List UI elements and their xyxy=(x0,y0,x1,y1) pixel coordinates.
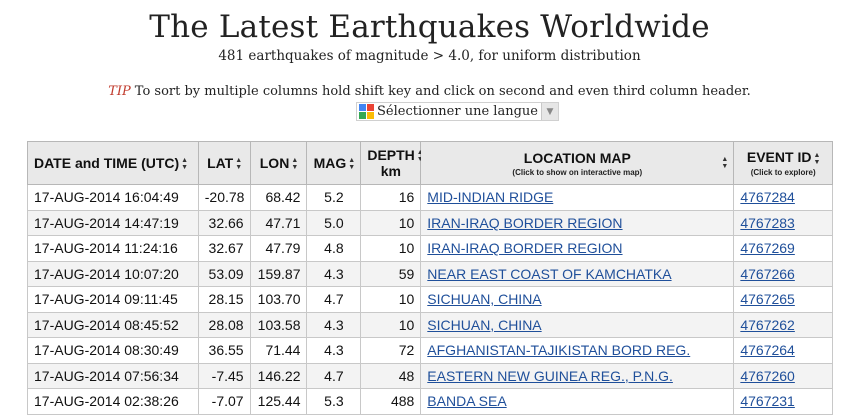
table-row: 17-AUG-2014 16:04:49 -20.78 68.42 5.2 16… xyxy=(27,184,833,211)
table-row: 17-AUG-2014 02:38:26 -7.07 125.44 5.3 48… xyxy=(27,388,833,415)
cell-mag: 5.0 xyxy=(306,209,362,236)
column-header-lon[interactable]: LON ▲ ▼ xyxy=(249,141,308,185)
cell-lat: 53.09 xyxy=(197,260,251,287)
column-header-datetime[interactable]: DATE and TIME (UTC) ▲ ▼ xyxy=(27,141,199,185)
cell-mag: 5.2 xyxy=(306,184,362,211)
table-row: 17-AUG-2014 07:56:34 -7.45 146.22 4.7 48… xyxy=(27,362,833,389)
cell-lon: 146.22 xyxy=(249,362,308,389)
tip-line: TIP To sort by multiple columns hold shif… xyxy=(0,84,859,99)
cell-datetime: 17-AUG-2014 10:07:20 xyxy=(27,260,199,287)
table-row: 17-AUG-2014 08:30:49 36.55 71.44 4.3 72 … xyxy=(27,337,833,364)
event-id-link[interactable]: 4767231 xyxy=(740,393,795,410)
cell-depth: 10 xyxy=(360,209,422,236)
cell-lat: -7.45 xyxy=(197,362,251,389)
cell-lat: 28.08 xyxy=(197,311,251,338)
event-id-link[interactable]: 4767283 xyxy=(740,214,795,231)
language-select-label: Sélectionner une langue xyxy=(377,104,538,119)
location-map-link[interactable]: EASTERN NEW GUINEA REG., P.N.G. xyxy=(427,367,673,384)
event-id-link[interactable]: 4767269 xyxy=(740,240,795,257)
table-row: 17-AUG-2014 14:47:19 32.66 47.71 5.0 10 … xyxy=(27,209,833,236)
cell-lon: 103.70 xyxy=(249,286,308,313)
sort-icon: ▲▼ xyxy=(721,156,729,170)
sort-icon: ▲▼ xyxy=(235,157,243,172)
cell-lon: 125.44 xyxy=(249,388,308,415)
column-header-event-id[interactable]: EVENT ID ▲ ▼ (Click to explore) xyxy=(733,141,833,185)
page-title: The Latest Earthquakes Worldwide xyxy=(149,9,710,45)
table-row: 17-AUG-2014 11:24:16 32.67 47.79 4.8 10 … xyxy=(27,235,833,262)
page-subtitle: 481 earthquakes of magnitude > 4.0, for … xyxy=(218,48,641,64)
cell-depth: 10 xyxy=(360,311,422,338)
tip-label: TIP xyxy=(108,84,131,99)
location-map-link[interactable]: IRAN-IRAQ BORDER REGION xyxy=(427,240,623,257)
cell-datetime: 17-AUG-2014 09:11:45 xyxy=(27,286,199,313)
cell-datetime: 17-AUG-2014 11:24:16 xyxy=(27,235,199,262)
location-map-link[interactable]: BANDA SEA xyxy=(427,393,507,410)
cell-lat: -7.07 xyxy=(197,388,251,415)
location-map-link[interactable]: IRAN-IRAQ BORDER REGION xyxy=(427,214,623,231)
cell-depth: 488 xyxy=(360,388,422,415)
sort-icon: ▲▼ xyxy=(813,151,821,166)
location-map-link[interactable]: SICHUAN, CHINA xyxy=(427,291,542,308)
cell-datetime: 17-AUG-2014 07:56:34 xyxy=(27,362,199,389)
location-map-link[interactable]: SICHUAN, CHINA xyxy=(427,316,542,333)
table-row: 17-AUG-2014 10:07:20 53.09 159.87 4.3 59… xyxy=(27,260,833,287)
cell-mag: 4.7 xyxy=(306,286,362,313)
sort-icon: ▲▼ xyxy=(181,157,189,172)
cell-mag: 4.3 xyxy=(306,311,362,338)
cell-lon: 68.42 xyxy=(249,184,308,211)
cell-lat: 32.67 xyxy=(197,235,251,262)
dropdown-arrow-icon[interactable]: ▼ xyxy=(540,103,558,120)
location-map-link[interactable]: NEAR EAST COAST OF KAMCHATKA xyxy=(427,265,672,282)
cell-mag: 5.3 xyxy=(306,388,362,415)
sort-icon: ▲▼ xyxy=(291,157,299,172)
location-map-link[interactable]: MID-INDIAN RIDGE xyxy=(427,189,554,206)
event-id-link[interactable]: 4767265 xyxy=(740,291,795,308)
cell-datetime: 17-AUG-2014 08:45:52 xyxy=(27,311,199,338)
column-header-depth[interactable]: DEPTH▲▼ km xyxy=(360,141,424,185)
cell-mag: 4.8 xyxy=(306,235,362,262)
cell-lon: 159.87 xyxy=(249,260,308,287)
cell-lat: 28.15 xyxy=(197,286,251,313)
cell-lat: 36.55 xyxy=(197,337,251,364)
event-id-link[interactable]: 4767284 xyxy=(740,189,795,206)
cell-depth: 48 xyxy=(360,362,422,389)
cell-datetime: 17-AUG-2014 14:47:19 xyxy=(27,209,199,236)
cell-lon: 47.79 xyxy=(249,235,308,262)
language-select[interactable]: Sélectionner une langue ▼ xyxy=(356,102,559,121)
event-id-link[interactable]: 4767266 xyxy=(740,265,795,282)
column-header-lat[interactable]: LAT ▲ ▼ xyxy=(197,141,251,185)
cell-lat: 32.66 xyxy=(197,209,251,236)
event-id-link[interactable]: 4767262 xyxy=(740,316,795,333)
cell-lon: 71.44 xyxy=(249,337,308,364)
cell-depth: 10 xyxy=(360,235,422,262)
column-header-mag[interactable]: MAG ▲ ▼ xyxy=(306,141,362,185)
cell-datetime: 17-AUG-2014 02:38:26 xyxy=(27,388,199,415)
cell-depth: 72 xyxy=(360,337,422,364)
cell-depth: 16 xyxy=(360,184,422,211)
table-row: 17-AUG-2014 09:11:45 28.15 103.70 4.7 10… xyxy=(27,286,833,313)
tip-text: To sort by multiple columns hold shift k… xyxy=(134,84,751,99)
cell-datetime: 17-AUG-2014 16:04:49 xyxy=(27,184,199,211)
column-header-location[interactable]: LOCATION MAP (Click to show on interacti… xyxy=(420,141,735,185)
cell-mag: 4.3 xyxy=(306,337,362,364)
cell-datetime: 17-AUG-2014 08:30:49 xyxy=(27,337,199,364)
sort-icon: ▲▼ xyxy=(417,149,424,163)
earthquakes-table: DATE and TIME (UTC) ▲ ▼ LAT ▲ ▼ LON ▲ ▼ MAG ▲ ▼ … xyxy=(27,141,833,415)
table-row: 17-AUG-2014 08:45:52 28.08 103.58 4.3 10… xyxy=(27,311,833,338)
cell-lon: 47.71 xyxy=(249,209,308,236)
cell-lon: 103.58 xyxy=(249,311,308,338)
sort-icon: ▲▼ xyxy=(348,157,356,172)
location-map-link[interactable]: AFGHANISTAN-TAJIKISTAN BORD REG. xyxy=(427,342,691,359)
cell-depth: 10 xyxy=(360,286,422,313)
cell-depth: 59 xyxy=(360,260,422,287)
event-id-link[interactable]: 4767260 xyxy=(740,367,795,384)
cell-lat: -20.78 xyxy=(197,184,251,211)
google-translate-icon xyxy=(359,104,374,119)
event-id-link[interactable]: 4767264 xyxy=(740,342,795,359)
cell-mag: 4.3 xyxy=(306,260,362,287)
cell-mag: 4.7 xyxy=(306,362,362,389)
